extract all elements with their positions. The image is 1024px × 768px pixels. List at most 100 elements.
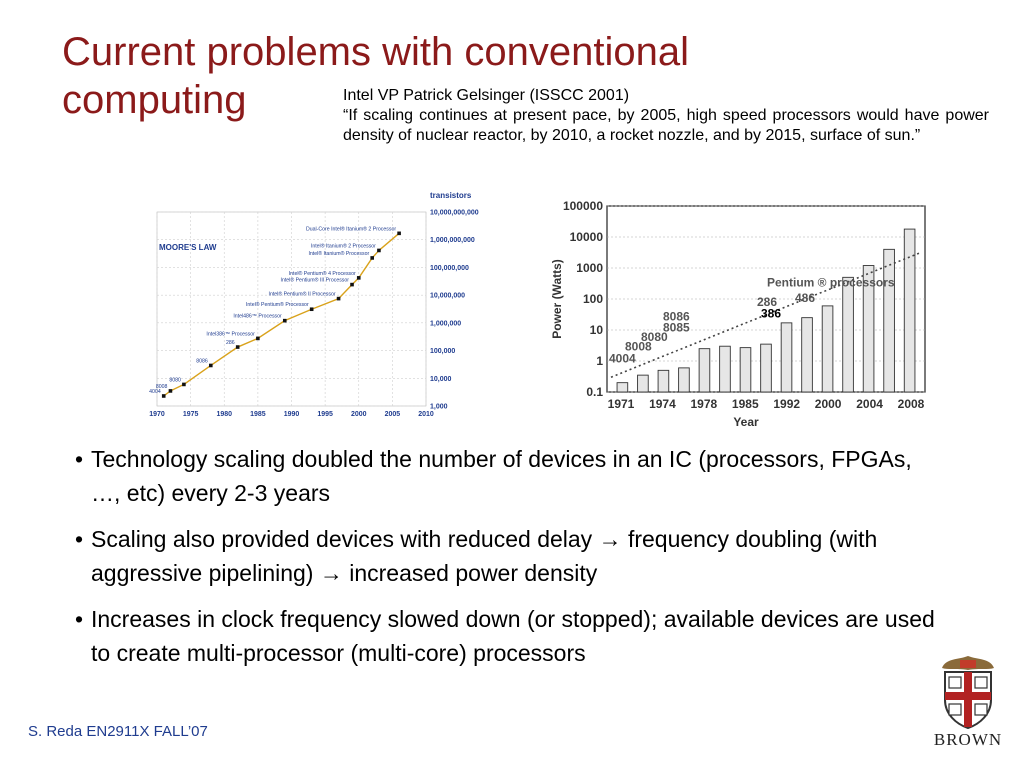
x-tick-label: 1985 [732, 397, 759, 411]
y-tick-label: 100,000 [430, 348, 455, 355]
data-point [309, 307, 314, 312]
data-label: Intel® Pentium® III Processor [281, 277, 350, 284]
bar-annotation: 8008 [625, 339, 652, 353]
power-bar [862, 265, 875, 393]
y-tick-label: 100 [583, 292, 603, 306]
x-tick-label: 1978 [691, 397, 718, 411]
y-tick-label: 0.1 [586, 385, 603, 399]
data-point [377, 248, 381, 253]
data-label: Intel® Itanium® 2 Processor [311, 242, 376, 249]
y-axis-label: Power (Watts) [550, 259, 564, 339]
x-tick-label: 2000 [815, 397, 842, 411]
power-bar [842, 276, 854, 393]
power-bar [637, 374, 649, 393]
bullet-mark: • [75, 526, 84, 552]
y-tick-label: 10 [590, 323, 604, 337]
x-tick-label: 1980 [216, 411, 232, 418]
data-point [161, 394, 166, 398]
x-tick-label: 2005 [385, 411, 401, 418]
bar-annotation: Pentium ® processors [767, 276, 895, 290]
data-label: 286 [226, 340, 235, 346]
power-bar [821, 305, 834, 393]
bar-annotation: 8085 [663, 320, 690, 334]
x-tick-label: 2010 [418, 411, 434, 418]
power-bar [780, 322, 793, 393]
data-label: Intel® Pentium® Processor [246, 301, 309, 308]
x-tick-label: 1975 [183, 411, 199, 418]
y-tick-label: 1,000,000 [430, 320, 461, 327]
x-tick-label: 1971 [608, 397, 635, 411]
data-label: Intel® Pentium® II Processor [269, 291, 336, 298]
x-tick-label: 2000 [351, 411, 367, 418]
data-point [397, 231, 401, 236]
data-label: Dual-Core Intel® Itanium® 2 Processor [306, 225, 396, 232]
bullet-mark: • [75, 446, 84, 472]
data-point [209, 363, 213, 368]
power-bar [739, 347, 752, 393]
y-tick-label: 10,000,000,000 [430, 210, 479, 217]
quote-block: Intel VP Patrick Gelsinger (ISSCC 2001) … [343, 86, 989, 146]
power-bar [698, 348, 711, 393]
slide-title: Current problems with conventional compu… [62, 30, 689, 122]
power-bar [760, 343, 772, 393]
bar-annotation: 8080 [641, 330, 668, 344]
data-label: Intel® Pentium® 4 Processor [289, 270, 356, 277]
bullet-text: Technology scaling doubled the number of… [91, 446, 912, 506]
y-axis-label: transistors [430, 191, 472, 200]
y-tick-label: 1,000,000,000 [430, 237, 475, 244]
data-label: 8086 [196, 358, 208, 364]
power-bar [903, 228, 916, 393]
brown-seal-icon [942, 656, 994, 730]
data-point [356, 276, 361, 280]
quote-source: Intel VP Patrick Gelsinger (ISSCC 2001) [343, 87, 630, 104]
y-tick-label: 10,000 [430, 376, 452, 383]
bullet-item: • Increases in clock frequency slowed dow… [75, 602, 935, 670]
power-bar [616, 382, 629, 393]
x-tick-label: 2004 [856, 397, 883, 411]
bar-annotation: 286 [757, 295, 777, 309]
trend-line [163, 232, 400, 397]
y-tick-label: 10000 [570, 230, 604, 244]
bullet-text: Scaling also provided devices with reduc… [91, 526, 878, 586]
bullet-mark: • [75, 606, 84, 632]
data-label: 8008 [156, 384, 168, 390]
data-point [336, 296, 341, 301]
x-tick-label: 1992 [773, 397, 800, 411]
bullet-item: • Technology scaling doubled the number o… [75, 442, 935, 510]
data-label: 4004 [149, 389, 161, 395]
brown-logo-text: BROWN [933, 730, 1003, 749]
bullet-list: • Technology scaling doubled the number o… [75, 442, 935, 682]
bar-annotation: 486 [795, 291, 815, 305]
y-tick-label: 1,000 [430, 404, 448, 411]
x-tick-label: 1970 [149, 411, 165, 418]
bar-annotation: 386 [761, 307, 781, 321]
footer-text: S. Reda EN2911X FALL’07 [28, 723, 208, 740]
data-point [235, 345, 240, 349]
y-tick-label: 10,000,000 [430, 293, 465, 300]
moores-law-chart: 1970 1975 1980 1985 1990 1995 2000 2005 20101,00… [149, 191, 479, 418]
power-bar [678, 367, 690, 393]
y-tick-label: 1000 [576, 261, 603, 275]
power-bar [801, 317, 813, 393]
data-point [256, 336, 260, 341]
data-point [182, 382, 186, 387]
y-tick-label: 100000 [563, 199, 603, 213]
power-chart: 100000 10000 1000 100 10 1 0.1 Power (Watts) 197… [550, 199, 926, 429]
data-point [168, 389, 173, 393]
power-bar [883, 248, 895, 393]
x-tick-label: 1995 [317, 411, 333, 418]
data-label: Intel486™ Processor [233, 314, 282, 320]
data-label: 8080 [169, 377, 181, 383]
quote-text: “If scaling continues at present pace, b… [343, 107, 989, 144]
power-bar [719, 345, 731, 393]
y-tick-label: 1 [596, 354, 603, 368]
data-point [282, 318, 287, 323]
bar-annotation: 4004 [609, 351, 636, 365]
x-tick-label: 1990 [284, 411, 300, 418]
data-label: Intel® Itanium® Processor [308, 250, 369, 257]
x-tick-label: 1985 [250, 411, 266, 418]
data-point [370, 256, 374, 260]
x-tick-label: 2008 [898, 397, 925, 411]
data-label: Intel386™ Processor [206, 331, 255, 337]
data-point [350, 282, 354, 287]
